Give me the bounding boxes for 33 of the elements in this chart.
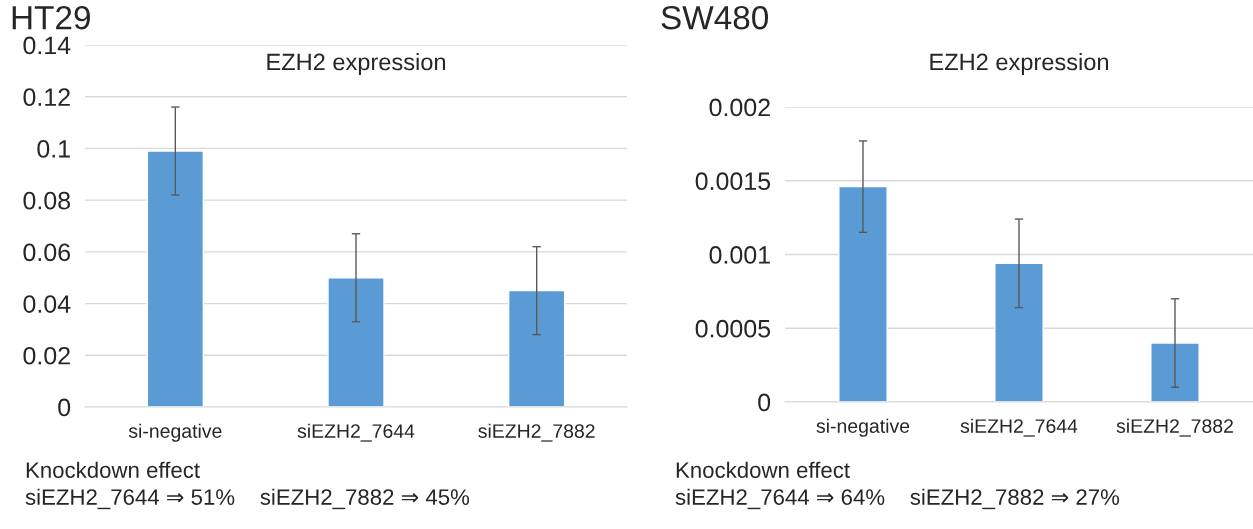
y-tick-label: 0.04 (23, 295, 71, 313)
y-tick-label: 0.0005 (695, 319, 771, 338)
chart-subtitle: EZH2 expression (267, 53, 446, 76)
y-tick-label: 0.002 (709, 98, 770, 117)
bar (838, 185, 888, 402)
y-tick-label: 0 (758, 393, 771, 412)
y-tick-label: 0.14 (23, 36, 71, 55)
x-tick-label: si-negative (128, 423, 222, 442)
chart-subtitle: EZH2 expression (930, 53, 1109, 76)
text: siEZH2_7644 ⇒ 64% siEZH2_7882 ⇒ 27% (675, 488, 1120, 510)
bar (1150, 342, 1200, 402)
x-tick-label: siEZH2_7882 (1116, 418, 1233, 437)
bar (327, 277, 385, 407)
text: Knockdown effect (26, 461, 200, 478)
bar (146, 150, 205, 407)
text: siEZH2_7644 ⇒ 51% siEZH2_7882 ⇒ 45% (25, 488, 470, 510)
y-tick-label: 0.08 (23, 191, 71, 210)
x-tick-label: siEZH2_7882 (478, 423, 595, 442)
x-tick-label: si-negative (816, 418, 910, 437)
y-tick-label: 0.02 (23, 346, 70, 365)
y-tick-label: 0.0015 (695, 172, 771, 191)
x-tick-label: siEZH2_7644 (960, 418, 1078, 437)
bar (507, 289, 566, 407)
y-tick-label: 0.06 (23, 243, 71, 262)
y-tick-label: 0 (58, 398, 71, 417)
chart-title: SW480 (661, 5, 769, 30)
y-tick-label: 0.001 (709, 246, 770, 264)
x-tick-label: siEZH2_7644 (297, 423, 415, 442)
chart-title: HT29 (12, 5, 90, 30)
y-tick-label: 0.12 (23, 88, 70, 107)
y-tick-label: 0.1 (37, 140, 70, 158)
bar (994, 262, 1044, 402)
text: Knockdown effect (676, 461, 850, 478)
